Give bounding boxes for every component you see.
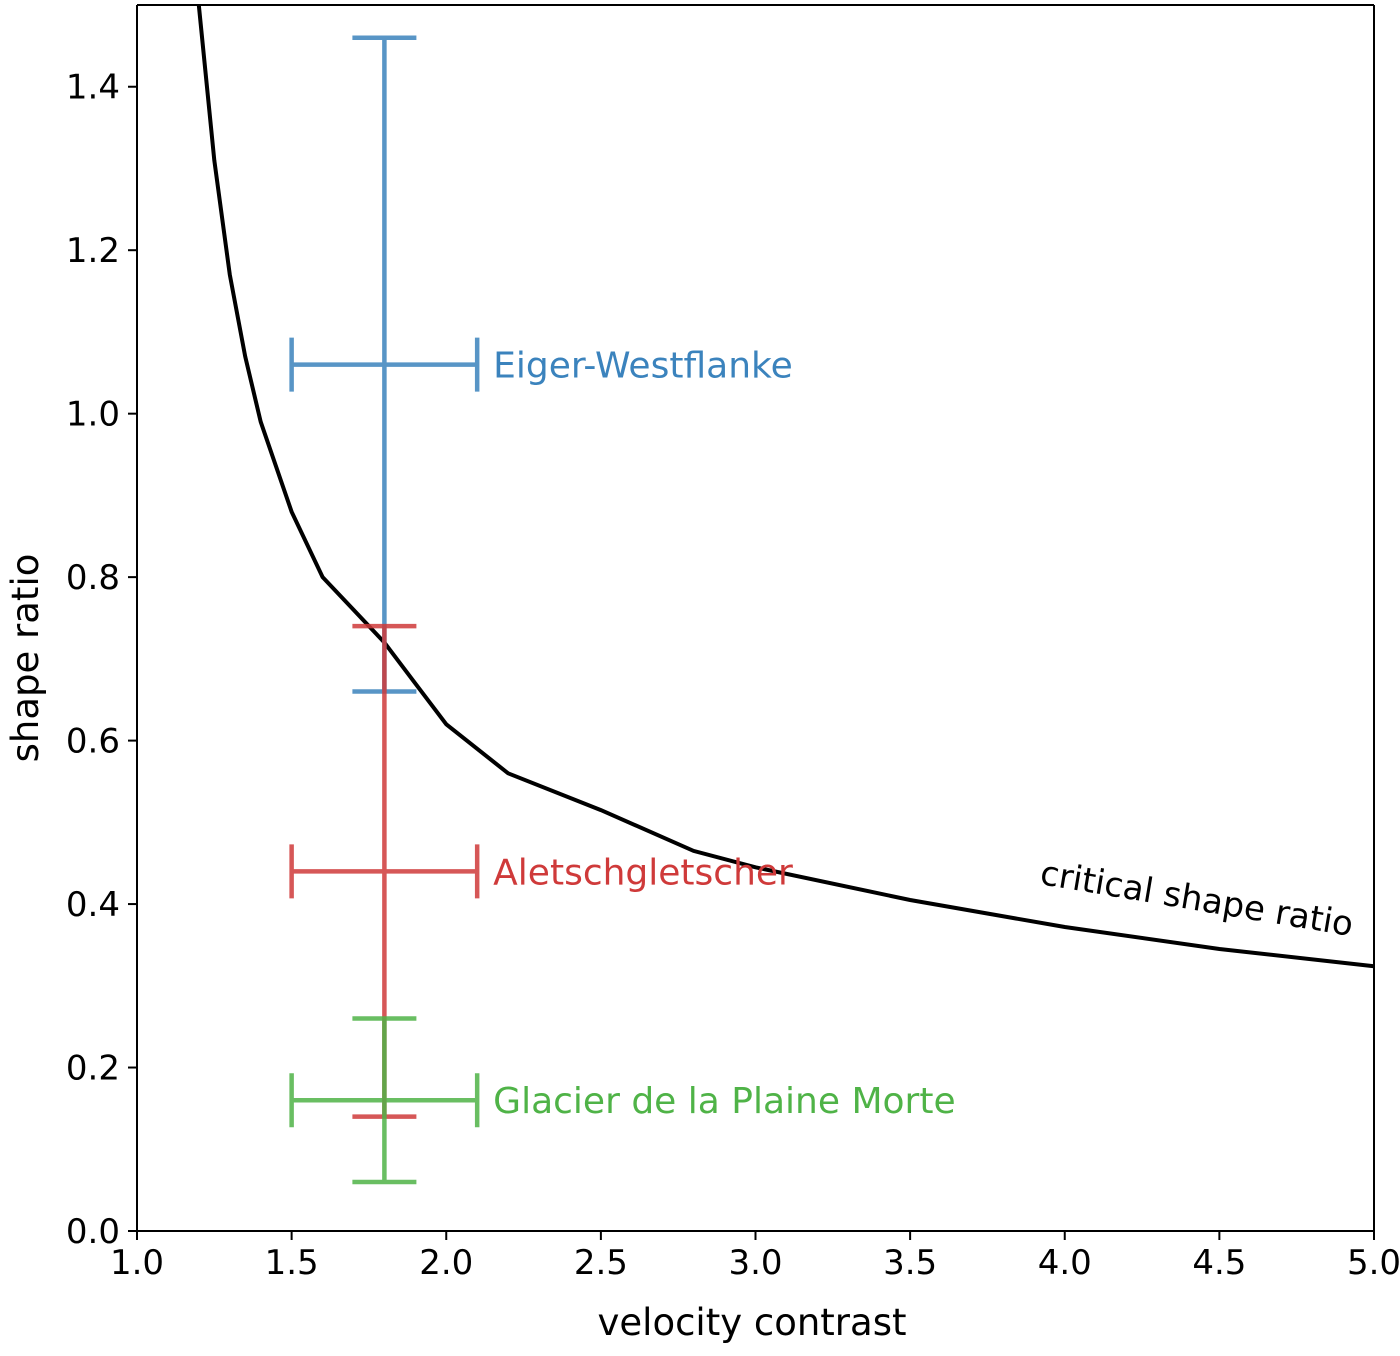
x-tick-label: 4.0 [1038,1243,1092,1283]
y-tick-label: 1.4 [66,68,120,108]
axes-layer: 1.0 1.5 2.0 2.5 3.0 3.5 4.0 4.5 5.0 0.0 0.2 0.4 0.6 0… [66,4,1400,1283]
point-label: Aletschgletscher [493,852,793,893]
y-axis-label: shape ratio [4,554,47,763]
y-tick-label: 0.6 [66,722,120,762]
y-tick-label: 1.0 [66,395,120,435]
y-tick-label: 0.0 [66,1212,120,1252]
series-layer: critical shape ratioEiger-WestflankeAlet… [196,4,1375,1185]
x-tick-label: 2.0 [419,1243,473,1283]
errorbar-eiger-westflanke [289,35,480,694]
x-tick-label: 1.5 [265,1243,319,1283]
y-tick-label: 0.2 [66,1049,120,1089]
errorbar-glacier-de-la-plaine-morte [289,1016,480,1185]
x-axis-label: velocity contrast [598,1301,907,1344]
y-tick-label: 1.2 [66,231,120,271]
x-tick-label: 3.5 [883,1243,937,1283]
y-tick-label: 0.4 [66,885,120,925]
point-label: Eiger-Westflanke [493,346,793,387]
y-tick-label: 0.8 [66,558,120,598]
critical-shape-ratio-curve [196,4,1375,969]
x-tick-label: 3.0 [728,1243,782,1283]
x-tick-label: 1.0 [110,1243,164,1283]
point-label: Glacier de la Plaine Morte [493,1081,955,1122]
x-tick-label: 4.5 [1192,1243,1246,1283]
x-tick-label: 5.0 [1347,1243,1400,1283]
x-tick-label: 2.5 [574,1243,628,1283]
